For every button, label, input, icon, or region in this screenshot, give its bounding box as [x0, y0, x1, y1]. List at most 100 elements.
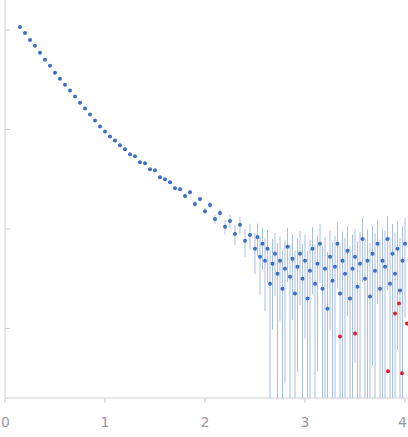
error-bar [382, 228, 383, 398]
error-bar [385, 231, 386, 398]
point [213, 217, 217, 221]
error-bar [355, 229, 356, 363]
point [143, 161, 147, 165]
error-bar [397, 221, 398, 350]
point [283, 267, 287, 271]
error-bar [362, 218, 363, 282]
point [228, 219, 232, 223]
point [281, 287, 285, 291]
point [33, 44, 37, 48]
point [378, 287, 382, 291]
point [373, 269, 377, 273]
point [223, 225, 227, 229]
point [338, 334, 342, 338]
point [18, 25, 22, 29]
point [148, 167, 152, 171]
error-bar [310, 240, 311, 398]
point [313, 282, 317, 286]
point [93, 119, 97, 123]
point [341, 259, 345, 263]
point [158, 175, 162, 179]
point [336, 242, 340, 246]
point [393, 272, 397, 276]
error-bar [315, 245, 316, 398]
point [388, 282, 392, 286]
error-bar [312, 227, 313, 294]
point [73, 95, 77, 99]
point [303, 259, 307, 263]
error-bar [280, 237, 281, 321]
error-bar [330, 231, 331, 331]
point [400, 371, 404, 375]
point [58, 77, 62, 81]
point [401, 259, 405, 263]
error-bar [300, 231, 301, 305]
point [276, 272, 280, 276]
error-bar [297, 239, 298, 372]
error-bar [367, 229, 368, 398]
point [293, 292, 297, 296]
error-bar [357, 241, 358, 398]
point [291, 257, 295, 261]
point [361, 237, 365, 241]
point [405, 322, 408, 326]
point [256, 235, 260, 239]
point [243, 239, 247, 243]
point [323, 267, 327, 271]
point [383, 265, 387, 269]
y-tick [5, 228, 10, 229]
series [338, 302, 408, 376]
error-bar [365, 238, 366, 398]
error-bar [307, 251, 308, 398]
point [168, 180, 172, 184]
point [328, 255, 332, 259]
point [103, 129, 107, 133]
error-bar [265, 238, 266, 311]
error-bar [380, 240, 381, 398]
point [113, 138, 117, 142]
point [398, 289, 402, 293]
error-bar [322, 246, 323, 398]
x-tick-label: 3 [301, 414, 310, 430]
point [396, 247, 400, 251]
point [218, 211, 222, 215]
point [397, 302, 401, 306]
y-tick [5, 129, 10, 130]
point [288, 275, 292, 279]
point [173, 186, 177, 190]
point [271, 262, 275, 266]
point [311, 247, 315, 251]
point [183, 194, 187, 198]
point [208, 203, 212, 207]
error-bar [347, 226, 348, 316]
point [163, 177, 167, 181]
error-bar [255, 233, 256, 274]
point [273, 252, 277, 256]
error-bar [302, 244, 303, 398]
error-bar [272, 239, 273, 330]
point [253, 247, 257, 251]
point [351, 267, 355, 271]
error-bar [277, 243, 278, 398]
point [403, 242, 407, 246]
point [268, 282, 272, 286]
error-bar [317, 236, 318, 372]
point [138, 160, 142, 164]
error-bar [262, 228, 263, 270]
point [233, 232, 237, 236]
point [358, 262, 362, 266]
point [68, 89, 72, 93]
error-bar [350, 246, 351, 398]
point [128, 152, 132, 156]
error-bar [327, 252, 328, 398]
point [261, 242, 265, 246]
plot-area [18, 25, 408, 398]
x-tick-label: 0 [1, 414, 10, 430]
point [53, 71, 57, 75]
y-tick [5, 29, 10, 30]
point [296, 265, 300, 269]
point [193, 202, 197, 206]
error-bar [260, 237, 261, 296]
point [331, 279, 335, 283]
point [278, 259, 282, 263]
